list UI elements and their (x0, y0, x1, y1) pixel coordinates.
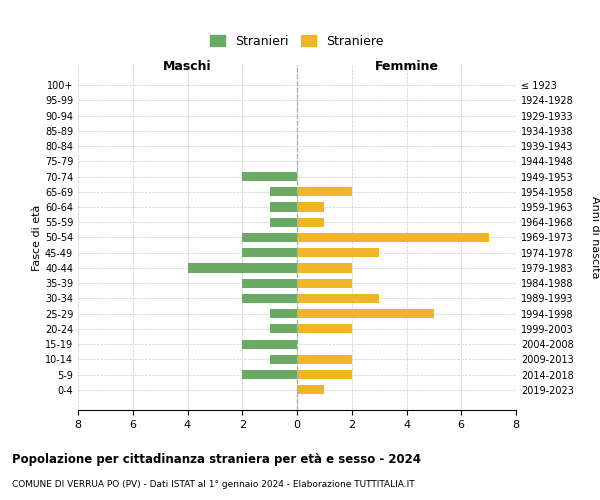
Bar (242, 278, 297, 287)
Bar (242, 370, 297, 379)
Bar (297, 264, 352, 272)
Bar (242, 248, 297, 258)
Bar (269, 188, 297, 196)
Text: Femmine: Femmine (374, 60, 439, 73)
Bar (297, 385, 325, 394)
Bar (269, 309, 297, 318)
Bar (297, 248, 379, 258)
Bar (187, 264, 297, 272)
Bar (297, 294, 379, 303)
Text: Maschi: Maschi (163, 60, 212, 73)
Y-axis label: Fasce di età: Fasce di età (32, 204, 42, 270)
Legend: Stranieri, Straniere: Stranieri, Straniere (205, 30, 389, 53)
Bar (297, 309, 434, 318)
Bar (242, 340, 297, 348)
Bar (269, 324, 297, 334)
Bar (297, 218, 325, 227)
Bar (242, 294, 297, 303)
Text: COMUNE DI VERRUA PO (PV) - Dati ISTAT al 1° gennaio 2024 - Elaborazione TUTTITAL: COMUNE DI VERRUA PO (PV) - Dati ISTAT al… (12, 480, 415, 489)
Bar (297, 233, 488, 242)
Bar (297, 354, 352, 364)
Bar (297, 188, 352, 196)
Bar (297, 202, 325, 211)
Bar (242, 233, 297, 242)
Bar (297, 370, 352, 379)
Text: Popolazione per cittadinanza straniera per età e sesso - 2024: Popolazione per cittadinanza straniera p… (12, 452, 421, 466)
Bar (269, 202, 297, 211)
Bar (269, 354, 297, 364)
Bar (269, 218, 297, 227)
Bar (297, 278, 352, 287)
Bar (242, 172, 297, 181)
Y-axis label: Anni di nascita: Anni di nascita (590, 196, 600, 279)
Bar (297, 324, 352, 334)
